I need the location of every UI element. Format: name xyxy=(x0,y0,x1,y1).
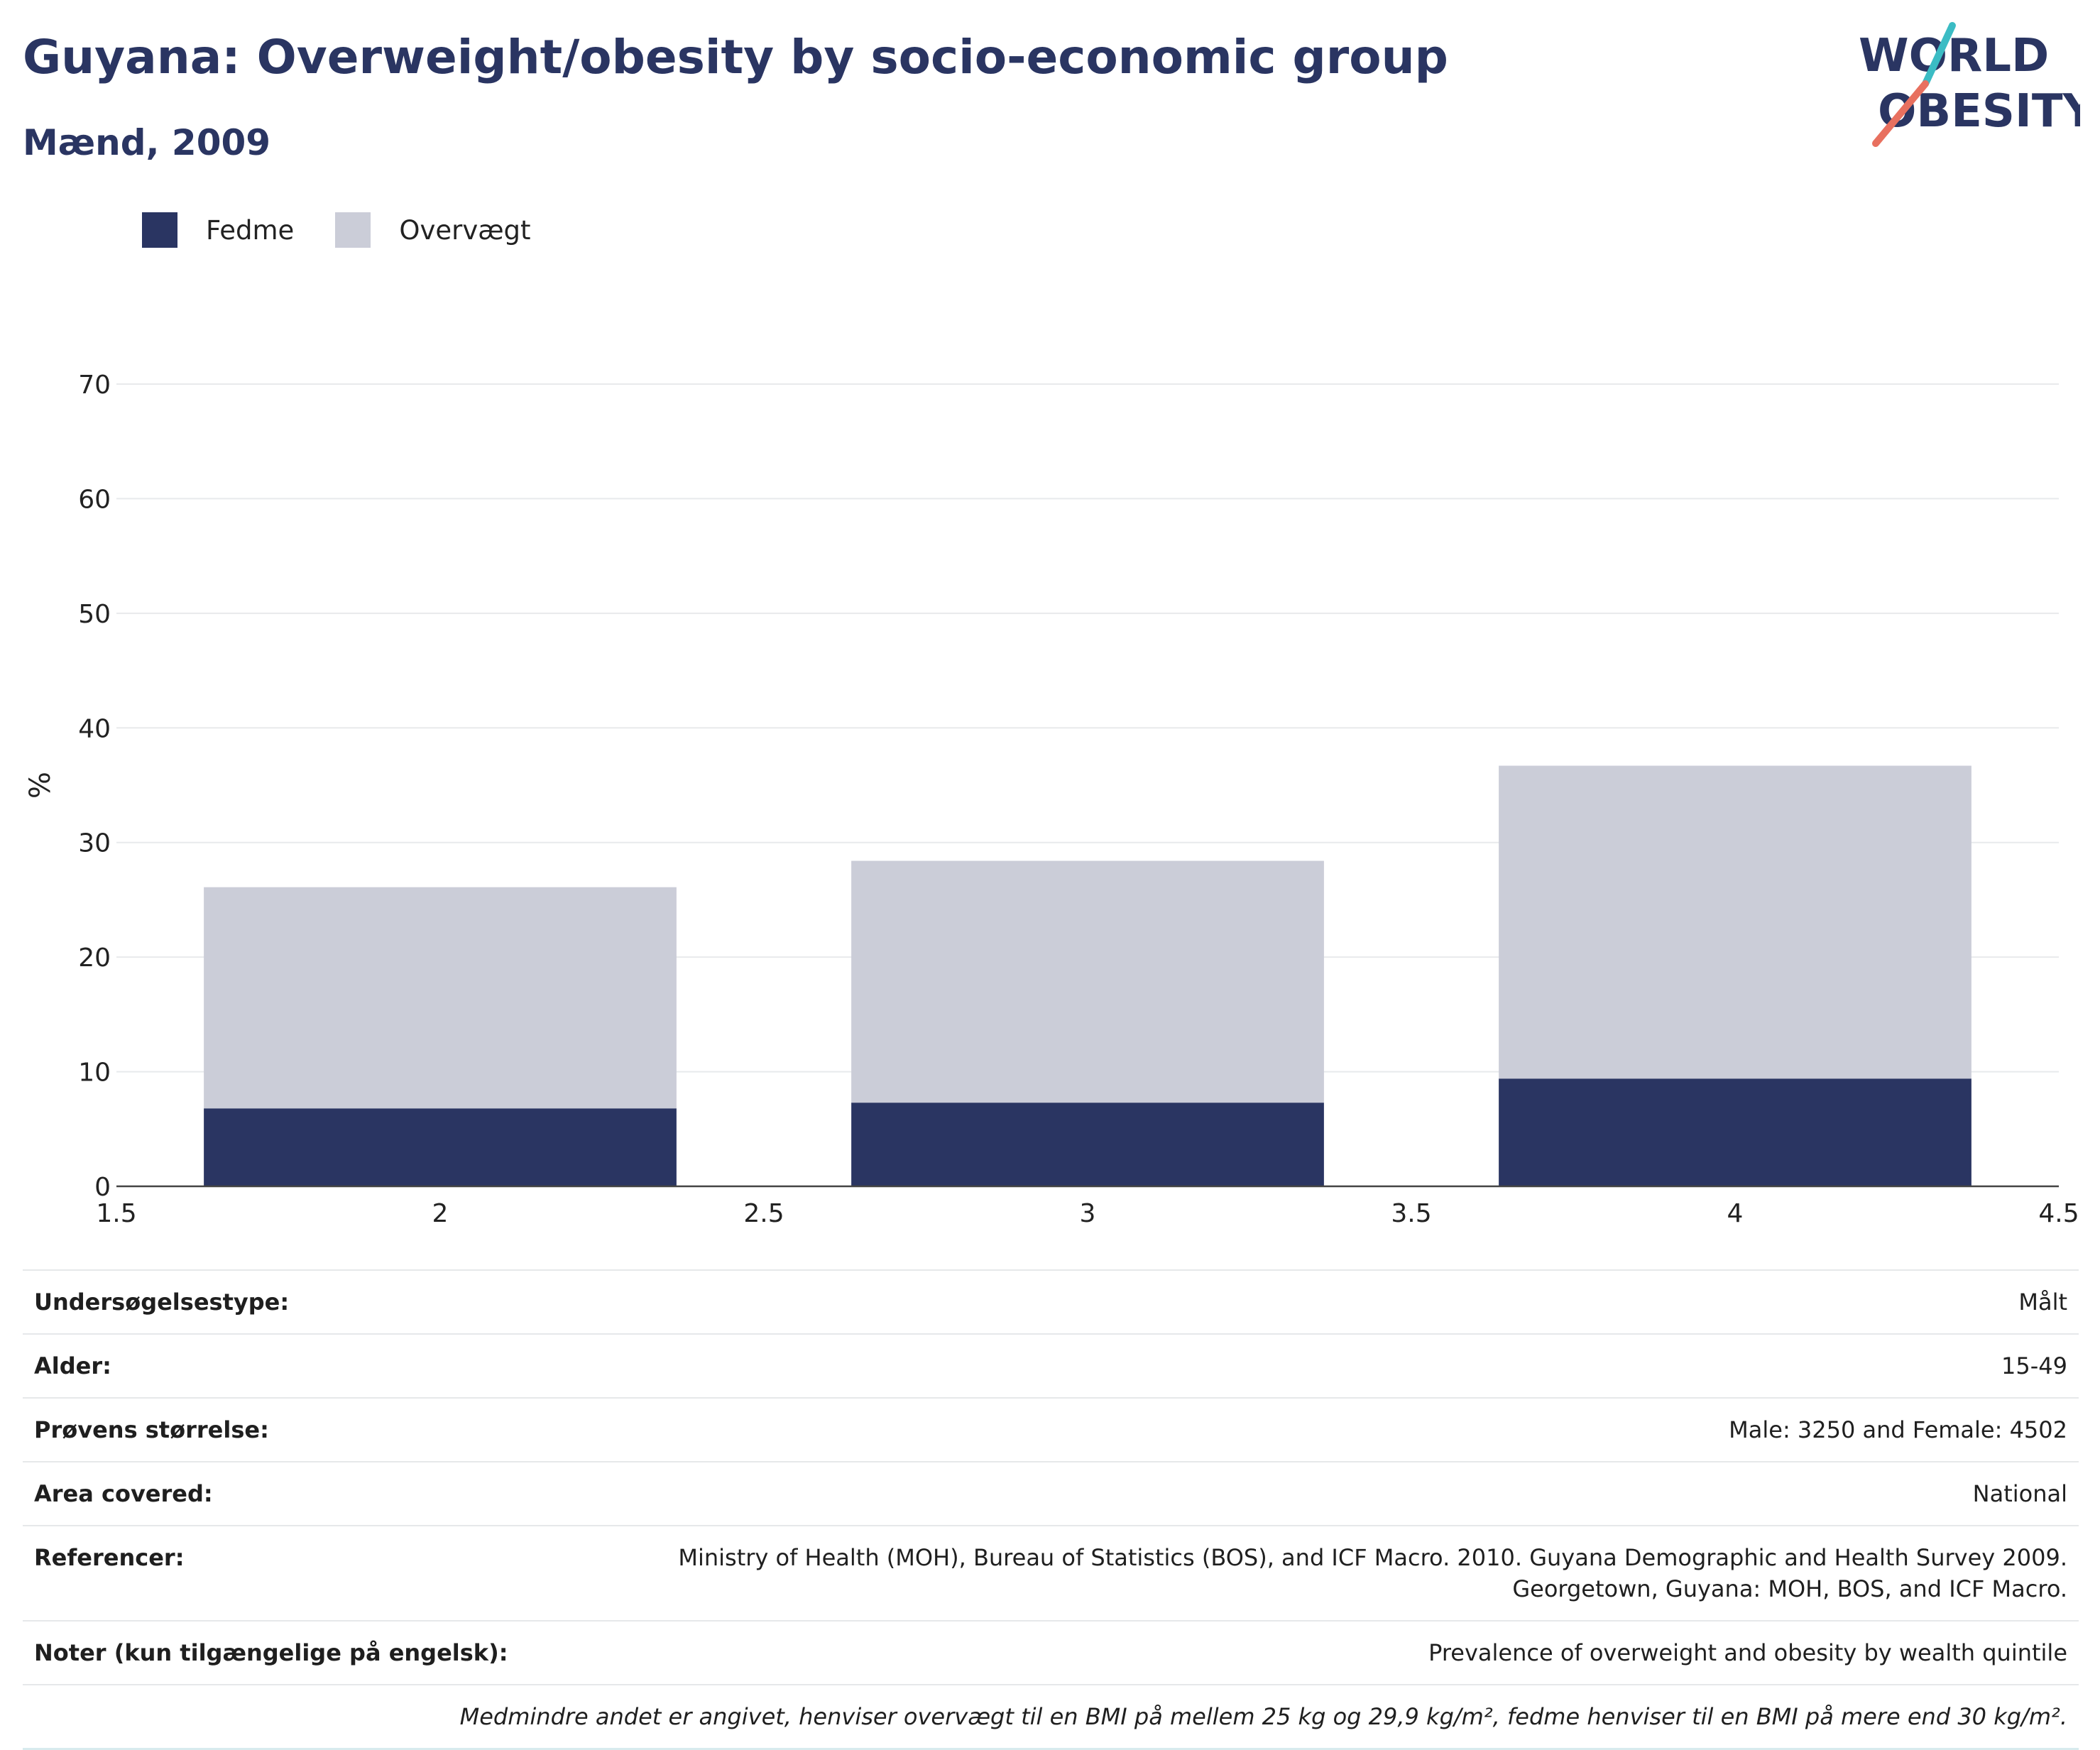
bar-fedme-4 xyxy=(1499,1078,1972,1186)
info-label-references: Referencer: xyxy=(23,1525,613,1621)
y-tick-label-20: 20 xyxy=(78,944,111,973)
bar-overvægt-4 xyxy=(1499,765,1972,1079)
x-tick-label-3-5: 3.5 xyxy=(1391,1199,1431,1228)
info-label-notes: Noter (kun tilgængelige på engelsk): xyxy=(23,1620,613,1685)
chart-subtitle: Mænd, 2009 xyxy=(23,122,271,163)
info-label-sample-size: Prøvens størrelse: xyxy=(23,1397,613,1462)
logo-text-obesity: OBESITY xyxy=(1878,85,2080,138)
info-value-notes: Prevalence of overweight and obesity by … xyxy=(613,1620,2079,1685)
y-tick-label-60: 60 xyxy=(78,485,111,514)
x-tick-label-3: 3 xyxy=(1080,1199,1096,1228)
x-tick-label-4: 4 xyxy=(1727,1199,1744,1228)
y-tick-label-30: 30 xyxy=(78,829,111,858)
legend-swatch-fedme xyxy=(142,212,177,248)
info-row-references: Referencer: Ministry of Health (MOH), Bu… xyxy=(23,1525,2079,1621)
bar-overvægt-3 xyxy=(851,860,1324,1103)
info-row-footnote: Medmindre andet er angivet, henviser ove… xyxy=(23,1684,2079,1750)
info-row-notes: Noter (kun tilgængelige på engelsk): Pre… xyxy=(23,1620,2079,1685)
legend-label-overvaegt: Overvægt xyxy=(399,214,531,246)
info-value-age: 15-49 xyxy=(613,1333,2079,1398)
survey-info-table: Undersøgelsestype: Målt Alder: 15-49 Prø… xyxy=(23,1269,2079,1750)
legend-item-fedme[interactable]: Fedme xyxy=(142,212,294,248)
logo-text-world: WORLD xyxy=(1859,30,2049,82)
legend-swatch-overvaegt xyxy=(335,212,371,248)
y-tick-label-50: 50 xyxy=(78,600,111,629)
info-label-age: Alder: xyxy=(23,1333,613,1398)
chart-title: Guyana: Overweight/obesity by socio-econ… xyxy=(23,30,1448,84)
bar-overvægt-2 xyxy=(204,887,677,1109)
x-tick-label-2-5: 2.5 xyxy=(743,1199,784,1228)
y-axis-label: % xyxy=(24,772,57,799)
info-label-survey-type: Undersøgelsestype: xyxy=(23,1269,613,1334)
info-row-age: Alder: 15-49 xyxy=(23,1333,2079,1398)
bar-fedme-2 xyxy=(204,1108,677,1186)
y-tick-label-10: 10 xyxy=(78,1059,111,1088)
info-row-sample-size: Prøvens størrelse: Male: 3250 and Female… xyxy=(23,1397,2079,1462)
info-label-area: Area covered: xyxy=(23,1461,613,1526)
info-footnote: Medmindre andet er angivet, henviser ove… xyxy=(23,1684,2079,1750)
info-value-references: Ministry of Health (MOH), Bureau of Stat… xyxy=(613,1525,2079,1621)
x-tick-label-4-5: 4.5 xyxy=(2038,1199,2079,1228)
y-tick-label-40: 40 xyxy=(78,714,111,743)
x-tick-label-1-5: 1.5 xyxy=(96,1199,136,1228)
logo-teal-slash xyxy=(1922,22,1956,87)
info-value-sample-size: Male: 3250 and Female: 4502 xyxy=(613,1397,2079,1462)
bar-fedme-3 xyxy=(851,1103,1324,1186)
info-value-survey-type: Målt xyxy=(613,1269,2079,1334)
legend-label-fedme: Fedme xyxy=(206,214,295,246)
info-row-area: Area covered: National xyxy=(23,1461,2079,1526)
y-tick-label-70: 70 xyxy=(78,371,111,400)
chart-legend: Fedme Overvægt xyxy=(142,212,572,248)
legend-item-overvaegt[interactable]: Overvægt xyxy=(335,212,531,248)
info-value-area: National xyxy=(613,1461,2079,1526)
y-tick-label-0: 0 xyxy=(94,1173,111,1202)
info-row-survey-type: Undersøgelsestype: Målt xyxy=(23,1269,2079,1334)
logo-coral-slash xyxy=(1872,80,1929,147)
stacked-bar-chart: 0 10 20 30 40 50 60 70% 1.5 2 2.5 3 3.5 4 4.5 xyxy=(24,371,2079,1228)
world-obesity-logo[interactable]: WORLD OBESITY xyxy=(1846,14,2080,156)
x-tick-label-2: 2 xyxy=(432,1199,449,1228)
